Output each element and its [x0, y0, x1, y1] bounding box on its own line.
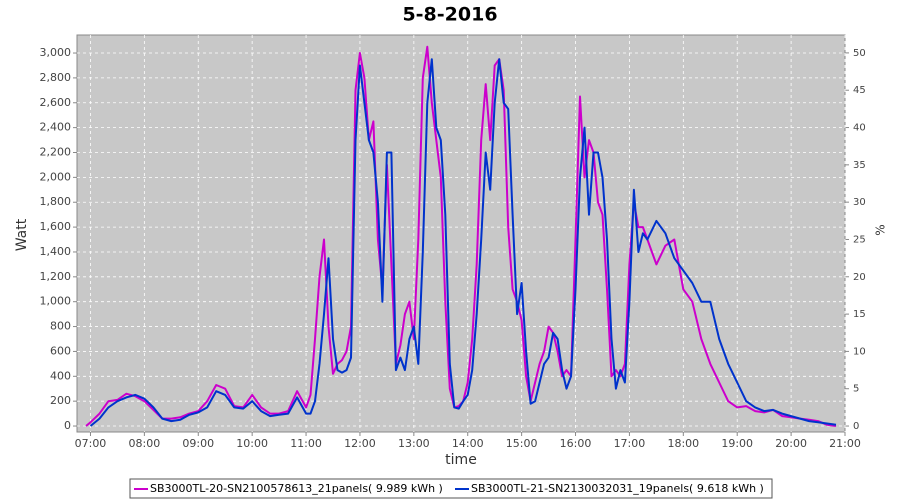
- legend-label: SB3000TL-20-SN2100578613_21panels( 9.989…: [150, 482, 443, 495]
- y-tick-label: 1,200: [40, 270, 72, 283]
- y-tick-label: 2,200: [40, 145, 72, 158]
- y-tick-label: 400: [50, 369, 71, 382]
- x-tick-label: 20:00: [775, 437, 807, 450]
- x-tick-label: 17:00: [614, 437, 646, 450]
- legend-label: SB3000TL-21-SN2130032031_19panels( 9.618…: [471, 482, 764, 495]
- x-tick-label: 08:00: [129, 437, 161, 450]
- chart-title: 5-8-2016: [402, 4, 497, 26]
- y2-tick-label: 35: [853, 160, 866, 171]
- y-tick-label: 2,800: [40, 71, 72, 84]
- x-axis-label: time: [445, 452, 477, 468]
- y2-tick-label: 5: [853, 384, 859, 395]
- y2-tick-label: 40: [853, 123, 866, 134]
- x-tick-label: 21:00: [829, 437, 861, 450]
- y2-tick-label: 45: [853, 85, 866, 96]
- y-tick-label: 1,000: [40, 295, 72, 308]
- legend: [129, 478, 773, 499]
- x-tick-label: 09:00: [182, 437, 214, 450]
- x-tick-label: 12:00: [344, 437, 376, 450]
- y-tick-label: 1,600: [40, 220, 72, 233]
- y-tick-label: 2,400: [40, 121, 72, 134]
- y-tick-label: 0: [64, 419, 71, 432]
- x-tick-label: 18:00: [667, 437, 699, 450]
- y-tick-label: 200: [50, 394, 71, 407]
- x-tick-label: 11:00: [290, 437, 322, 450]
- y-tick-label: 3,000: [40, 46, 72, 59]
- y-tick-label: 2,000: [40, 170, 72, 183]
- series-line: [89, 58, 837, 427]
- x-tick-label: 16:00: [560, 437, 592, 450]
- y-tick-label: 2,600: [40, 96, 72, 109]
- x-tick-label: 13:00: [398, 437, 430, 450]
- y2-tick-label: 15: [853, 309, 866, 320]
- series-line: [85, 45, 837, 427]
- y2-tick-label: 10: [853, 346, 866, 357]
- y-axis-label: Watt: [14, 218, 30, 251]
- x-tick-label: 19:00: [721, 437, 753, 450]
- y2-tick-label: 50: [853, 48, 866, 59]
- y-tick-label: 600: [50, 344, 71, 357]
- y-tick-label: 1,400: [40, 245, 72, 258]
- y2-tick-label: 25: [853, 234, 866, 245]
- plot-area: [76, 34, 846, 433]
- y-tick-label: 800: [50, 320, 71, 333]
- x-tick-label: 10:00: [236, 437, 268, 450]
- y2-axis-label: %: [874, 224, 888, 235]
- y2-tick-label: 0: [853, 421, 859, 432]
- y2-tick-label: 30: [853, 197, 866, 208]
- y2-tick-label: 20: [853, 272, 866, 283]
- x-tick-label: 15:00: [506, 437, 538, 450]
- y-tick-label: 1,800: [40, 195, 72, 208]
- x-tick-label: 14:00: [452, 437, 484, 450]
- x-tick-label: 07:00: [75, 437, 107, 450]
